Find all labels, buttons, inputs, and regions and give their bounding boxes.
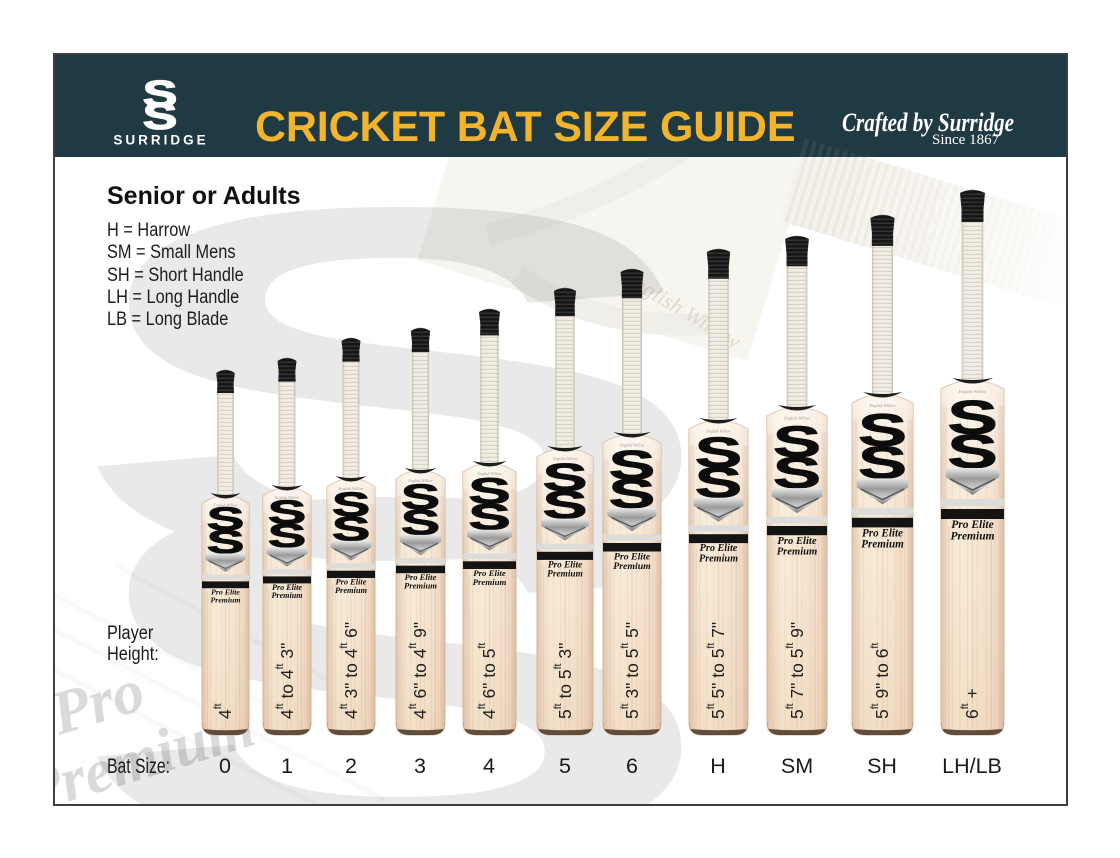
svg-text:English Willow: English Willow [783, 416, 810, 421]
svg-text:Pro Elite: Pro Elite [336, 578, 367, 587]
svg-text:S: S [143, 73, 178, 115]
svg-text:S: S [694, 430, 741, 477]
svg-text:S: S [609, 443, 655, 488]
svg-text:S: S [858, 404, 907, 455]
svg-text:Crafted by Surridge: Crafted by Surridge [842, 108, 1014, 137]
svg-text:Pro Elite: Pro Elite [777, 536, 816, 547]
svg-text:English Willow: English Willow [619, 442, 645, 447]
svg-text:Pro Elite: Pro Elite [211, 587, 240, 596]
svg-text:Pro Elite: Pro Elite [614, 551, 651, 562]
svg-text:English Willow: English Willow [476, 471, 502, 476]
svg-text:CRICKET BAT SIZE GUIDE: CRICKET BAT SIZE GUIDE [255, 103, 796, 151]
svg-text:Pro Elite: Pro Elite [548, 560, 582, 570]
svg-text:Pro Elite: Pro Elite [473, 568, 506, 578]
svg-text:Premium: Premium [950, 531, 994, 543]
svg-text:Premium: Premium [335, 586, 368, 595]
svg-text:English Willow: English Willow [407, 478, 433, 483]
svg-text:English Willow: English Willow [705, 429, 731, 434]
svg-text:SURRIDGE: SURRIDGE [113, 133, 208, 148]
svg-text:English Willow: English Willow [212, 503, 238, 508]
svg-text:Premium: Premium [698, 554, 737, 565]
svg-text:S: S [268, 493, 306, 531]
svg-text:Premium: Premium [404, 581, 437, 591]
svg-text:Premium: Premium [613, 561, 651, 572]
svg-text:S: S [543, 456, 588, 500]
svg-text:S: S [468, 470, 510, 511]
svg-text:English Willow: English Willow [338, 486, 364, 491]
svg-text:Premium: Premium [861, 538, 904, 550]
svg-text:Pro Elite: Pro Elite [862, 527, 903, 539]
svg-text:Premium: Premium [210, 595, 240, 604]
svg-text:Premium: Premium [547, 570, 583, 580]
svg-text:Since 1867: Since 1867 [932, 132, 1000, 148]
svg-text:Premium: Premium [271, 591, 302, 600]
svg-text:Premium: Premium [472, 577, 506, 587]
svg-text:Pro Elite: Pro Elite [404, 572, 436, 582]
svg-text:S: S [143, 95, 178, 137]
svg-text:S: S [773, 417, 821, 466]
svg-text:Pro Elite: Pro Elite [272, 583, 302, 592]
svg-text:English Willow: English Willow [868, 403, 895, 408]
svg-text:S: S [332, 485, 370, 524]
svg-text:S: S [206, 501, 244, 538]
svg-text:S: S [947, 391, 997, 444]
svg-text:Pro Elite: Pro Elite [699, 543, 737, 554]
svg-text:Premium: Premium [777, 546, 818, 557]
svg-text:S: S [400, 478, 439, 518]
svg-text:English Willow: English Willow [552, 456, 578, 461]
svg-text:Pro Elite: Pro Elite [951, 519, 994, 531]
svg-text:English Willow: English Willow [274, 495, 300, 500]
svg-text:English Willow: English Willow [957, 389, 985, 394]
